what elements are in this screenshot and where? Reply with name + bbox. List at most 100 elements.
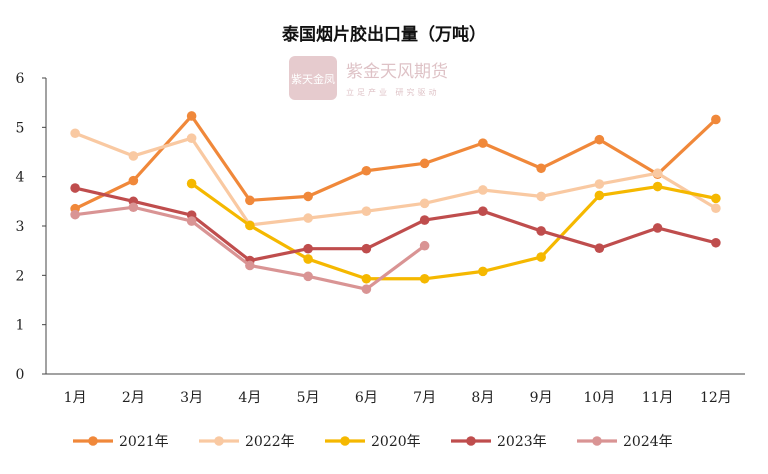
data-point [478, 138, 488, 148]
data-point [303, 254, 313, 264]
legend-swatch-marker [466, 436, 476, 446]
data-point [361, 243, 372, 254]
data-point [478, 185, 488, 195]
data-point [419, 215, 430, 225]
data-point [186, 133, 197, 143]
data-point [128, 202, 139, 213]
y-tick-label: 5 [16, 120, 25, 136]
watermark: 紫天金凤 紫金天风期货 立足产业 研究驱动 [289, 56, 448, 100]
legend-item: 2024年 [577, 434, 673, 450]
data-point [361, 165, 372, 176]
x-tick-label: 7月 [413, 390, 436, 406]
legend-label: 2021年 [119, 434, 169, 450]
x-tick-label: 12月 [700, 390, 732, 406]
y-tick-label: 3 [16, 219, 25, 235]
series-0 [70, 111, 721, 214]
legend-item: 2020年 [325, 434, 421, 450]
data-point [186, 178, 197, 189]
data-point [594, 243, 605, 253]
data-point [128, 175, 139, 186]
legend-item: 2021年 [73, 434, 169, 450]
y-tick-label: 4 [16, 170, 25, 186]
data-point [361, 273, 372, 284]
series-line [73, 131, 718, 227]
series-2 [186, 178, 721, 284]
legend-label: 2020年 [371, 434, 421, 450]
data-point [70, 209, 80, 220]
data-point [361, 284, 372, 294]
data-point [419, 240, 430, 251]
data-point [594, 179, 605, 189]
watermark-slogan: 立足产业 研究驱动 [346, 87, 440, 97]
legend-item: 2022年 [199, 434, 295, 450]
data-point [594, 190, 605, 201]
data-point [186, 216, 197, 226]
x-tick-label: 8月 [471, 390, 494, 406]
data-point [711, 203, 721, 214]
x-tick-label: 5月 [297, 390, 320, 406]
data-point [419, 273, 430, 284]
data-point [419, 158, 430, 169]
data-point [652, 168, 663, 179]
data-point [711, 114, 721, 125]
x-tick-label: 4月 [238, 390, 261, 406]
data-point [536, 191, 546, 202]
legend: 2021年 2022年 2020年 2023年 2024年 [73, 434, 673, 450]
data-point [478, 266, 488, 277]
axes: 0 1 2 3 4 5 6 1月 2月 3月 4月 5月 6月 7月 8月 9月 10月 11月 12月 [16, 71, 745, 406]
data-point [245, 220, 255, 231]
data-point [128, 151, 139, 161]
data-point [245, 260, 255, 271]
data-point [70, 183, 80, 193]
data-point [303, 243, 313, 254]
data-point [245, 195, 255, 206]
data-point [652, 181, 663, 192]
chart-title: 泰国烟片胶出口量（万吨） [282, 24, 486, 45]
data-point [652, 223, 663, 233]
data-point [186, 111, 197, 121]
data-point [536, 252, 546, 262]
legend-label: 2024年 [623, 434, 673, 450]
data-point [361, 206, 372, 216]
watermark-seal-text: 紫天金凤 [291, 72, 335, 86]
data-point [303, 271, 313, 282]
data-point [711, 237, 721, 248]
legend-swatch-marker [592, 436, 602, 446]
x-tick-label: 9月 [530, 390, 553, 406]
x-tick-label: 11月 [642, 390, 674, 406]
x-tick-label: 2月 [122, 390, 145, 406]
data-point [70, 128, 80, 139]
data-point [536, 226, 546, 236]
series-1 [70, 128, 721, 230]
series-line [73, 114, 718, 211]
watermark-name: 紫金天风期货 [346, 62, 448, 82]
series-line [73, 186, 718, 263]
data-point [303, 213, 313, 223]
y-tick-label: 1 [16, 318, 25, 334]
series-layer [70, 111, 721, 294]
x-tick-label: 1月 [64, 390, 87, 406]
x-tick-label: 10月 [583, 390, 615, 406]
x-tick-label: 3月 [180, 390, 203, 406]
y-tick-label: 6 [16, 71, 25, 87]
series-3 [70, 183, 721, 266]
data-point [419, 198, 430, 209]
y-tick-label: 0 [16, 367, 25, 383]
legend-swatch-marker [340, 436, 350, 446]
data-point [594, 134, 605, 145]
series-4 [70, 202, 430, 294]
legend-label: 2022年 [245, 434, 295, 450]
legend-label: 2023年 [497, 434, 547, 450]
x-tick-label: 6月 [355, 390, 378, 406]
series-line [73, 205, 427, 291]
legend-swatch-marker [214, 436, 224, 446]
y-tick-label: 2 [16, 268, 25, 284]
data-point [711, 193, 721, 204]
data-point [536, 163, 546, 174]
legend-item: 2023年 [451, 434, 547, 450]
watermark-seal [289, 56, 337, 100]
data-point [303, 191, 313, 202]
legend-swatch-marker [88, 436, 98, 446]
data-point [478, 206, 488, 216]
